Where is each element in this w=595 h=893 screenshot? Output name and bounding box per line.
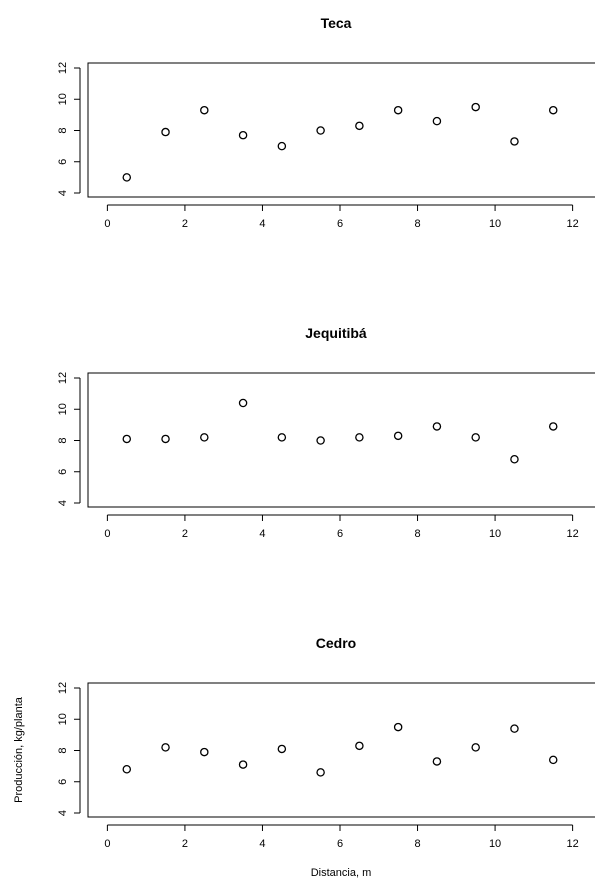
x-tick-label: 10	[489, 528, 501, 540]
x-tick-label: 12	[566, 218, 578, 230]
plot-frame	[87, 372, 595, 508]
data-point	[277, 744, 287, 754]
panel-1: Teca 0 2 4 6 8 10 12 4 6 8 10 12	[57, 15, 595, 230]
y-tick-label: 10	[57, 713, 69, 725]
data-point	[161, 434, 170, 444]
y-tick-label: 4	[57, 810, 69, 816]
data-point	[355, 433, 364, 442]
data-point	[122, 765, 132, 774]
data-point	[548, 105, 558, 115]
data-point	[432, 116, 442, 126]
data-point	[471, 102, 480, 112]
x-tick-label: 6	[337, 218, 343, 230]
x-tick-label: 8	[414, 838, 420, 850]
panel-title: Jequitibá	[305, 325, 367, 341]
y-axis-title: Producción, kg/planta	[13, 696, 25, 803]
data-point	[316, 768, 325, 777]
data-point	[393, 431, 403, 441]
data-point	[122, 434, 132, 444]
y-tick-label: 10	[57, 93, 69, 105]
data-point	[316, 126, 325, 135]
x-tick-label: 4	[259, 218, 265, 230]
x-tick-label: 8	[414, 218, 420, 230]
panel-title: Cedro	[316, 635, 356, 651]
x-tick-label: 6	[337, 838, 343, 850]
y-tick-label: 12	[57, 682, 69, 694]
x-tick-label: 0	[104, 838, 110, 850]
data-point	[161, 127, 170, 137]
panel-3: Cedro 0 2 4 6 8 10 12 4 6 8 10 12	[57, 635, 595, 850]
data-point	[548, 422, 558, 431]
y-tick-label: 10	[57, 403, 69, 415]
data-point	[393, 105, 403, 115]
data-point	[432, 757, 442, 766]
chart-panels: Teca 0 2 4 6 8 10 12 4 6 8 10 12 Jequitibá 0 2 4 6 8 10 12 4 6…	[57, 15, 595, 850]
plot-frame	[87, 62, 595, 198]
y-tick-label: 12	[57, 372, 69, 384]
x-tick-label: 2	[182, 838, 188, 850]
y-tick-label: 12	[57, 62, 69, 74]
data-point	[238, 398, 248, 408]
data-point	[432, 422, 442, 431]
data-point	[510, 137, 519, 146]
data-point	[510, 454, 519, 464]
data-point	[510, 724, 519, 733]
y-tick-label: 4	[57, 500, 69, 506]
y-tick-label: 6	[57, 159, 69, 165]
data-point	[316, 436, 325, 445]
y-tick-label: 4	[57, 190, 69, 196]
y-tick-label: 8	[57, 127, 69, 133]
x-tick-label: 0	[104, 528, 110, 540]
data-point	[238, 130, 248, 140]
data-point	[161, 743, 170, 752]
data-point	[200, 747, 209, 757]
x-tick-label: 2	[182, 528, 188, 540]
data-point	[200, 105, 209, 115]
y-tick-label: 8	[57, 747, 69, 753]
x-axis-title: Distancia, m	[311, 867, 372, 879]
x-tick-label: 8	[414, 528, 420, 540]
data-point	[355, 741, 364, 751]
y-tick-label: 6	[57, 469, 69, 475]
data-point	[471, 743, 480, 752]
x-tick-label: 4	[259, 528, 265, 540]
x-tick-label: 0	[104, 218, 110, 230]
x-tick-label: 10	[489, 218, 501, 230]
x-tick-label: 2	[182, 218, 188, 230]
x-tick-label: 12	[566, 528, 578, 540]
x-tick-label: 12	[566, 838, 578, 850]
data-point	[471, 433, 480, 442]
x-tick-label: 4	[259, 838, 265, 850]
data-point	[393, 722, 403, 732]
data-point	[200, 433, 209, 442]
x-tick-label: 6	[337, 528, 343, 540]
plot-frame	[87, 682, 595, 818]
panel-title: Teca	[321, 15, 352, 31]
data-point	[277, 141, 287, 151]
data-point	[548, 755, 558, 765]
y-tick-label: 8	[57, 437, 69, 443]
data-point	[355, 121, 364, 131]
panel-2: Jequitibá 0 2 4 6 8 10 12 4 6 8 10 12	[57, 325, 595, 540]
data-point	[277, 433, 287, 442]
y-tick-label: 6	[57, 779, 69, 785]
data-point	[238, 760, 248, 769]
data-point	[122, 173, 132, 182]
x-tick-label: 10	[489, 838, 501, 850]
